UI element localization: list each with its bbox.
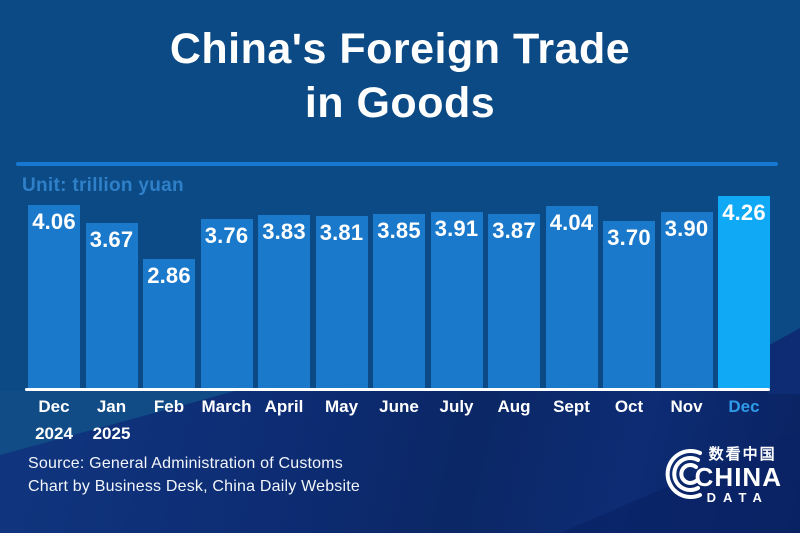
x-axis-label-0: Dec: [38, 397, 70, 416]
bar-july-7: 3.91: [430, 212, 483, 388]
page-title-line2: in Goods: [304, 79, 496, 127]
x-axis-label-1: Jan: [96, 397, 127, 416]
unit-label: Unit: trillion yuan: [22, 175, 184, 196]
page-title: China's Foreign Trade in Goods: [0, 22, 800, 130]
x-axis-label-8: Aug: [497, 397, 531, 416]
x-axis-label-12: Dec: [728, 397, 760, 416]
x-axis-label-10: Oct: [614, 397, 644, 416]
bar-march-3: 3.76: [200, 219, 253, 388]
bar-value-label: 3.90: [664, 216, 709, 241]
x-axis-sublabel-0: 2024: [35, 424, 73, 443]
logo-name-text: CHINA: [694, 462, 782, 492]
bar-value-label: 3.83: [262, 219, 306, 244]
bar-dec-12: 4.26: [718, 196, 770, 388]
bar-value-label: 2.86: [147, 263, 191, 288]
page-title-line1: China's Foreign Trade: [169, 25, 631, 73]
bar-value-label: 4.06: [32, 209, 76, 234]
logo-text: 数看中国 CHINA DATA: [695, 443, 782, 505]
bar-oct-10: 3.70: [603, 221, 655, 388]
bar-aug-8: 3.87: [488, 214, 540, 388]
x-axis-label-11: Nov: [670, 397, 703, 416]
bar-dec-0: 4.06: [28, 205, 80, 388]
bar-june-6: 3.85: [373, 214, 425, 388]
x-axis-label-9: Sept: [553, 397, 590, 416]
bar-value-label: 3.67: [89, 227, 134, 252]
bar-may-5: 3.81: [315, 216, 368, 388]
bar-nov-11: 3.90: [660, 212, 713, 388]
bar-value-label: 3.87: [492, 218, 536, 243]
source-credit: Source: General Administration of Custom…: [28, 452, 360, 498]
x-axis-label-5: May: [324, 397, 359, 416]
x-axis-label-4: April: [264, 397, 304, 416]
bar-value-label: 3.85: [377, 218, 421, 243]
x-axis-line: [25, 388, 770, 391]
bar-value-label: 4.04: [549, 210, 594, 235]
x-axis-label-7: July: [439, 397, 474, 416]
bar-feb-2: 2.86: [143, 259, 195, 388]
title-divider: [16, 162, 778, 166]
china-data-logo: 数看中国 CHINA DATA: [651, 443, 782, 505]
logo-sub-text: DATA: [706, 490, 769, 505]
bar-value-label: 4.26: [722, 200, 766, 225]
bar-value-label: 3.81: [319, 220, 364, 245]
x-axis-label-2: Feb: [153, 397, 185, 416]
bar-value-label: 3.70: [607, 225, 651, 250]
bar-jan-1: 3.67: [85, 223, 138, 388]
logo-arcs-icon: [665, 449, 702, 499]
x-axis-label-3: March: [201, 397, 252, 416]
bar-sept-9: 4.04: [545, 206, 598, 388]
logo-chinese-text: 数看中国: [708, 446, 777, 463]
source-line1: Source: General Administration of Custom…: [28, 455, 344, 472]
x-axis-sublabel-1: 2025: [92, 424, 131, 443]
bar-value-label: 3.76: [204, 223, 249, 248]
x-axis-label-6: June: [379, 397, 419, 416]
bar-april-4: 3.83: [258, 215, 310, 388]
source-line2: Chart by Business Desk, China Daily Webs…: [28, 478, 360, 495]
bar-value-label: 3.91: [434, 216, 479, 241]
